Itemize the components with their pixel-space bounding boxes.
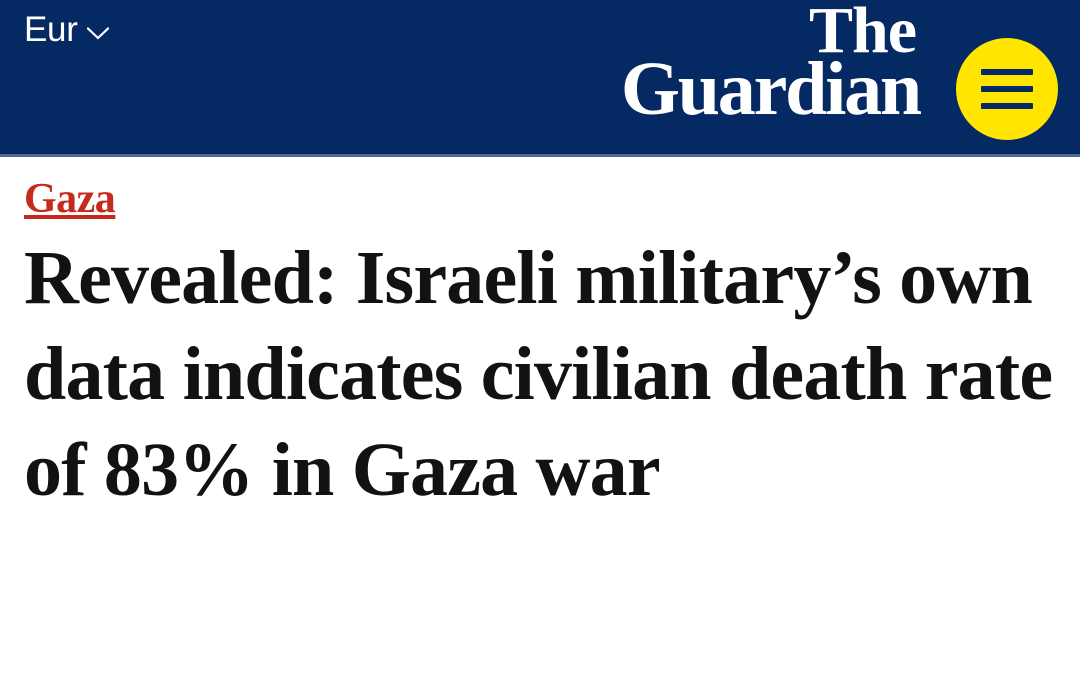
guardian-logo[interactable]: The Guardian	[620, 0, 922, 132]
site-header: Eur The Guardian	[0, 0, 1080, 157]
edition-label: Eur	[24, 10, 78, 49]
hamburger-menu-icon-bar-1	[981, 69, 1033, 75]
hamburger-menu-button[interactable]	[956, 38, 1058, 140]
edition-picker[interactable]: Eur	[24, 10, 110, 49]
masthead-line-the: The	[808, 0, 917, 67]
article-headline: Revealed: Israeli military’s own data in…	[24, 236, 1053, 512]
article-body: Gaza Revealed: Israeli military’s own da…	[0, 157, 1080, 518]
article-section-kicker[interactable]: Gaza	[24, 176, 116, 222]
chevron-down-icon	[86, 27, 110, 40]
hamburger-menu-icon-bar-2	[981, 86, 1033, 92]
masthead-line-guardian: Guardian	[620, 47, 922, 132]
hamburger-menu-icon-bar-3	[981, 103, 1033, 109]
